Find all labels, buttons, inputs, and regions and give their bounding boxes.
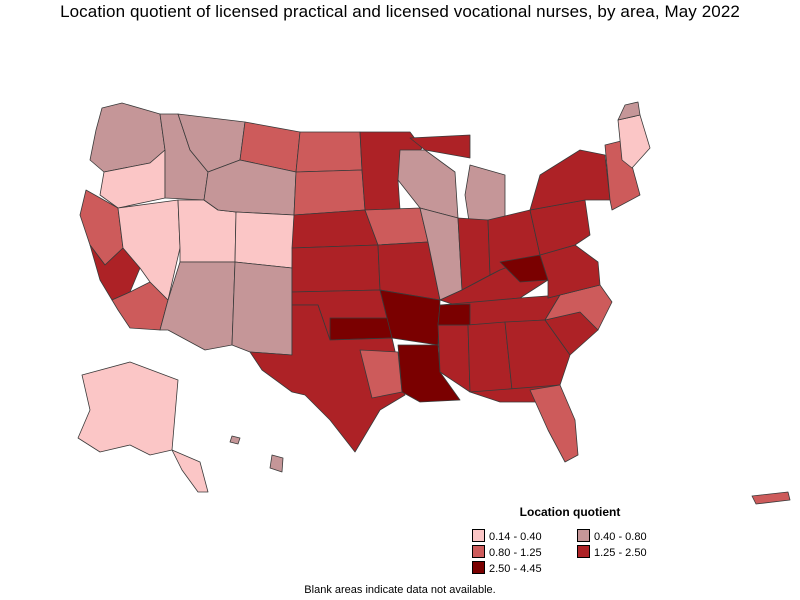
legend-swatch: [577, 545, 590, 558]
region-kansas: [291, 244, 381, 293]
legend-swatch: [472, 529, 485, 542]
region-hawaii-oahu: [229, 435, 241, 445]
legend-item: 0.80 - 1.25: [472, 545, 542, 559]
region-maine-north: [617, 101, 641, 121]
legend-swatch: [472, 561, 485, 574]
region-georgia: [504, 319, 571, 391]
legend-label: 2.50 - 4.45: [489, 563, 542, 575]
region-oklahoma-east: [329, 317, 393, 341]
region-nebraska: [291, 209, 379, 249]
region-texas: [249, 304, 406, 453]
legend-item: 0.40 - 0.80: [577, 529, 647, 543]
region-tennessee-west: [437, 303, 471, 326]
region-california-central: [89, 244, 141, 301]
region-wisconsin: [397, 149, 459, 219]
legend-swatch: [472, 545, 485, 558]
region-alaska-southeast: [171, 449, 209, 493]
legend-label: 1.25 - 2.50: [594, 547, 647, 559]
footnote: Blank areas indicate data not available.: [304, 584, 496, 596]
region-colorado: [234, 211, 295, 269]
region-alabama: [467, 321, 513, 393]
region-north-dakota: [295, 131, 363, 173]
map-title: Location quotient of licensed practical …: [60, 2, 740, 21]
region-michigan-up: [409, 134, 471, 159]
legend-item: 1.25 - 2.50: [577, 545, 647, 559]
legend-label: 0.80 - 1.25: [489, 547, 542, 559]
region-north-carolina: [544, 284, 613, 331]
legend-label: 0.40 - 0.80: [594, 531, 647, 543]
legend-label: 0.14 - 0.40: [489, 531, 542, 543]
legend-item: 2.50 - 4.45: [472, 561, 542, 575]
region-hawaii-big-island: [269, 454, 284, 473]
legend-item: 0.14 - 0.40: [472, 529, 542, 543]
region-louisiana: [397, 344, 461, 403]
region-south-dakota: [293, 169, 366, 216]
legend-swatch: [577, 529, 590, 542]
region-new-mexico: [231, 261, 293, 356]
legend-title: Location quotient: [519, 505, 621, 519]
region-new-york: [529, 149, 611, 211]
region-maine: [617, 114, 651, 169]
region-puerto-rico: [751, 491, 791, 505]
region-florida: [529, 384, 579, 463]
region-alaska: [77, 361, 179, 456]
